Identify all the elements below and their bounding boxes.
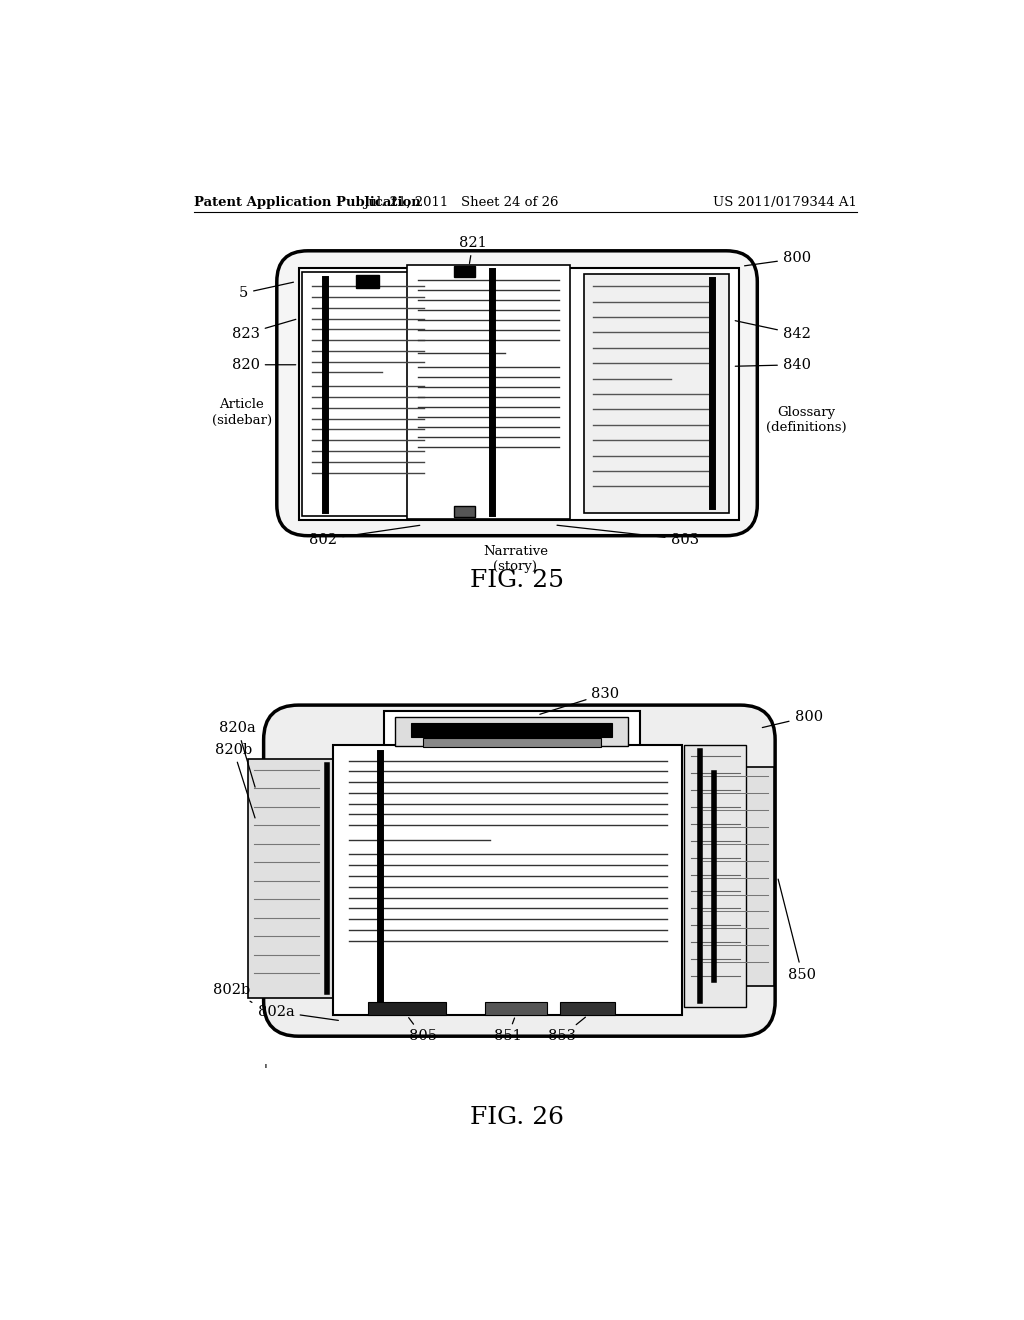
- Bar: [369, 1002, 445, 1015]
- Bar: [299, 268, 738, 520]
- Text: 820a: 820a: [219, 721, 256, 787]
- Text: 820: 820: [231, 358, 296, 372]
- Bar: [395, 718, 628, 746]
- Text: 851: 851: [494, 1018, 521, 1043]
- Bar: [454, 267, 475, 277]
- Text: 805: 805: [409, 1018, 436, 1043]
- Bar: [484, 1002, 547, 1015]
- Text: 802: 802: [309, 525, 420, 546]
- Text: 5: 5: [239, 282, 294, 300]
- Bar: [454, 507, 475, 517]
- Bar: [356, 276, 379, 288]
- Bar: [697, 767, 774, 986]
- Bar: [384, 711, 640, 754]
- Text: Patent Application Publication: Patent Application Publication: [194, 195, 421, 209]
- Text: 802b: 802b: [213, 983, 252, 1002]
- Text: 840: 840: [735, 358, 811, 372]
- FancyBboxPatch shape: [263, 705, 775, 1036]
- Bar: [248, 759, 341, 998]
- Text: FIG. 26: FIG. 26: [470, 1106, 564, 1129]
- Text: 850: 850: [778, 879, 816, 982]
- Text: 802a: 802a: [258, 1005, 338, 1020]
- Text: Glossary
(definitions): Glossary (definitions): [766, 407, 847, 434]
- Bar: [423, 738, 601, 747]
- Text: 842: 842: [735, 321, 811, 341]
- Bar: [407, 264, 569, 519]
- FancyBboxPatch shape: [276, 251, 758, 536]
- Bar: [584, 275, 729, 512]
- Text: ': ': [263, 1064, 267, 1077]
- Text: 823: 823: [231, 319, 296, 341]
- Text: 830: 830: [540, 686, 620, 714]
- Text: 853: 853: [548, 1018, 586, 1043]
- Text: FIG. 25: FIG. 25: [470, 569, 564, 591]
- Bar: [560, 1002, 614, 1015]
- Text: Jul. 21, 2011   Sheet 24 of 26: Jul. 21, 2011 Sheet 24 of 26: [364, 195, 559, 209]
- Text: 820b: 820b: [215, 743, 255, 818]
- Bar: [684, 744, 746, 1007]
- Text: Narrative
(story): Narrative (story): [483, 545, 548, 573]
- Text: 800: 800: [762, 710, 822, 727]
- Text: US 2011/0179344 A1: US 2011/0179344 A1: [713, 195, 856, 209]
- Text: 803: 803: [557, 525, 698, 546]
- Text: 800: 800: [744, 252, 811, 265]
- Text: 821: 821: [459, 236, 486, 264]
- Bar: [411, 723, 612, 737]
- Text: Article
(sidebar): Article (sidebar): [212, 399, 272, 426]
- Bar: [334, 744, 682, 1015]
- Bar: [302, 272, 447, 516]
